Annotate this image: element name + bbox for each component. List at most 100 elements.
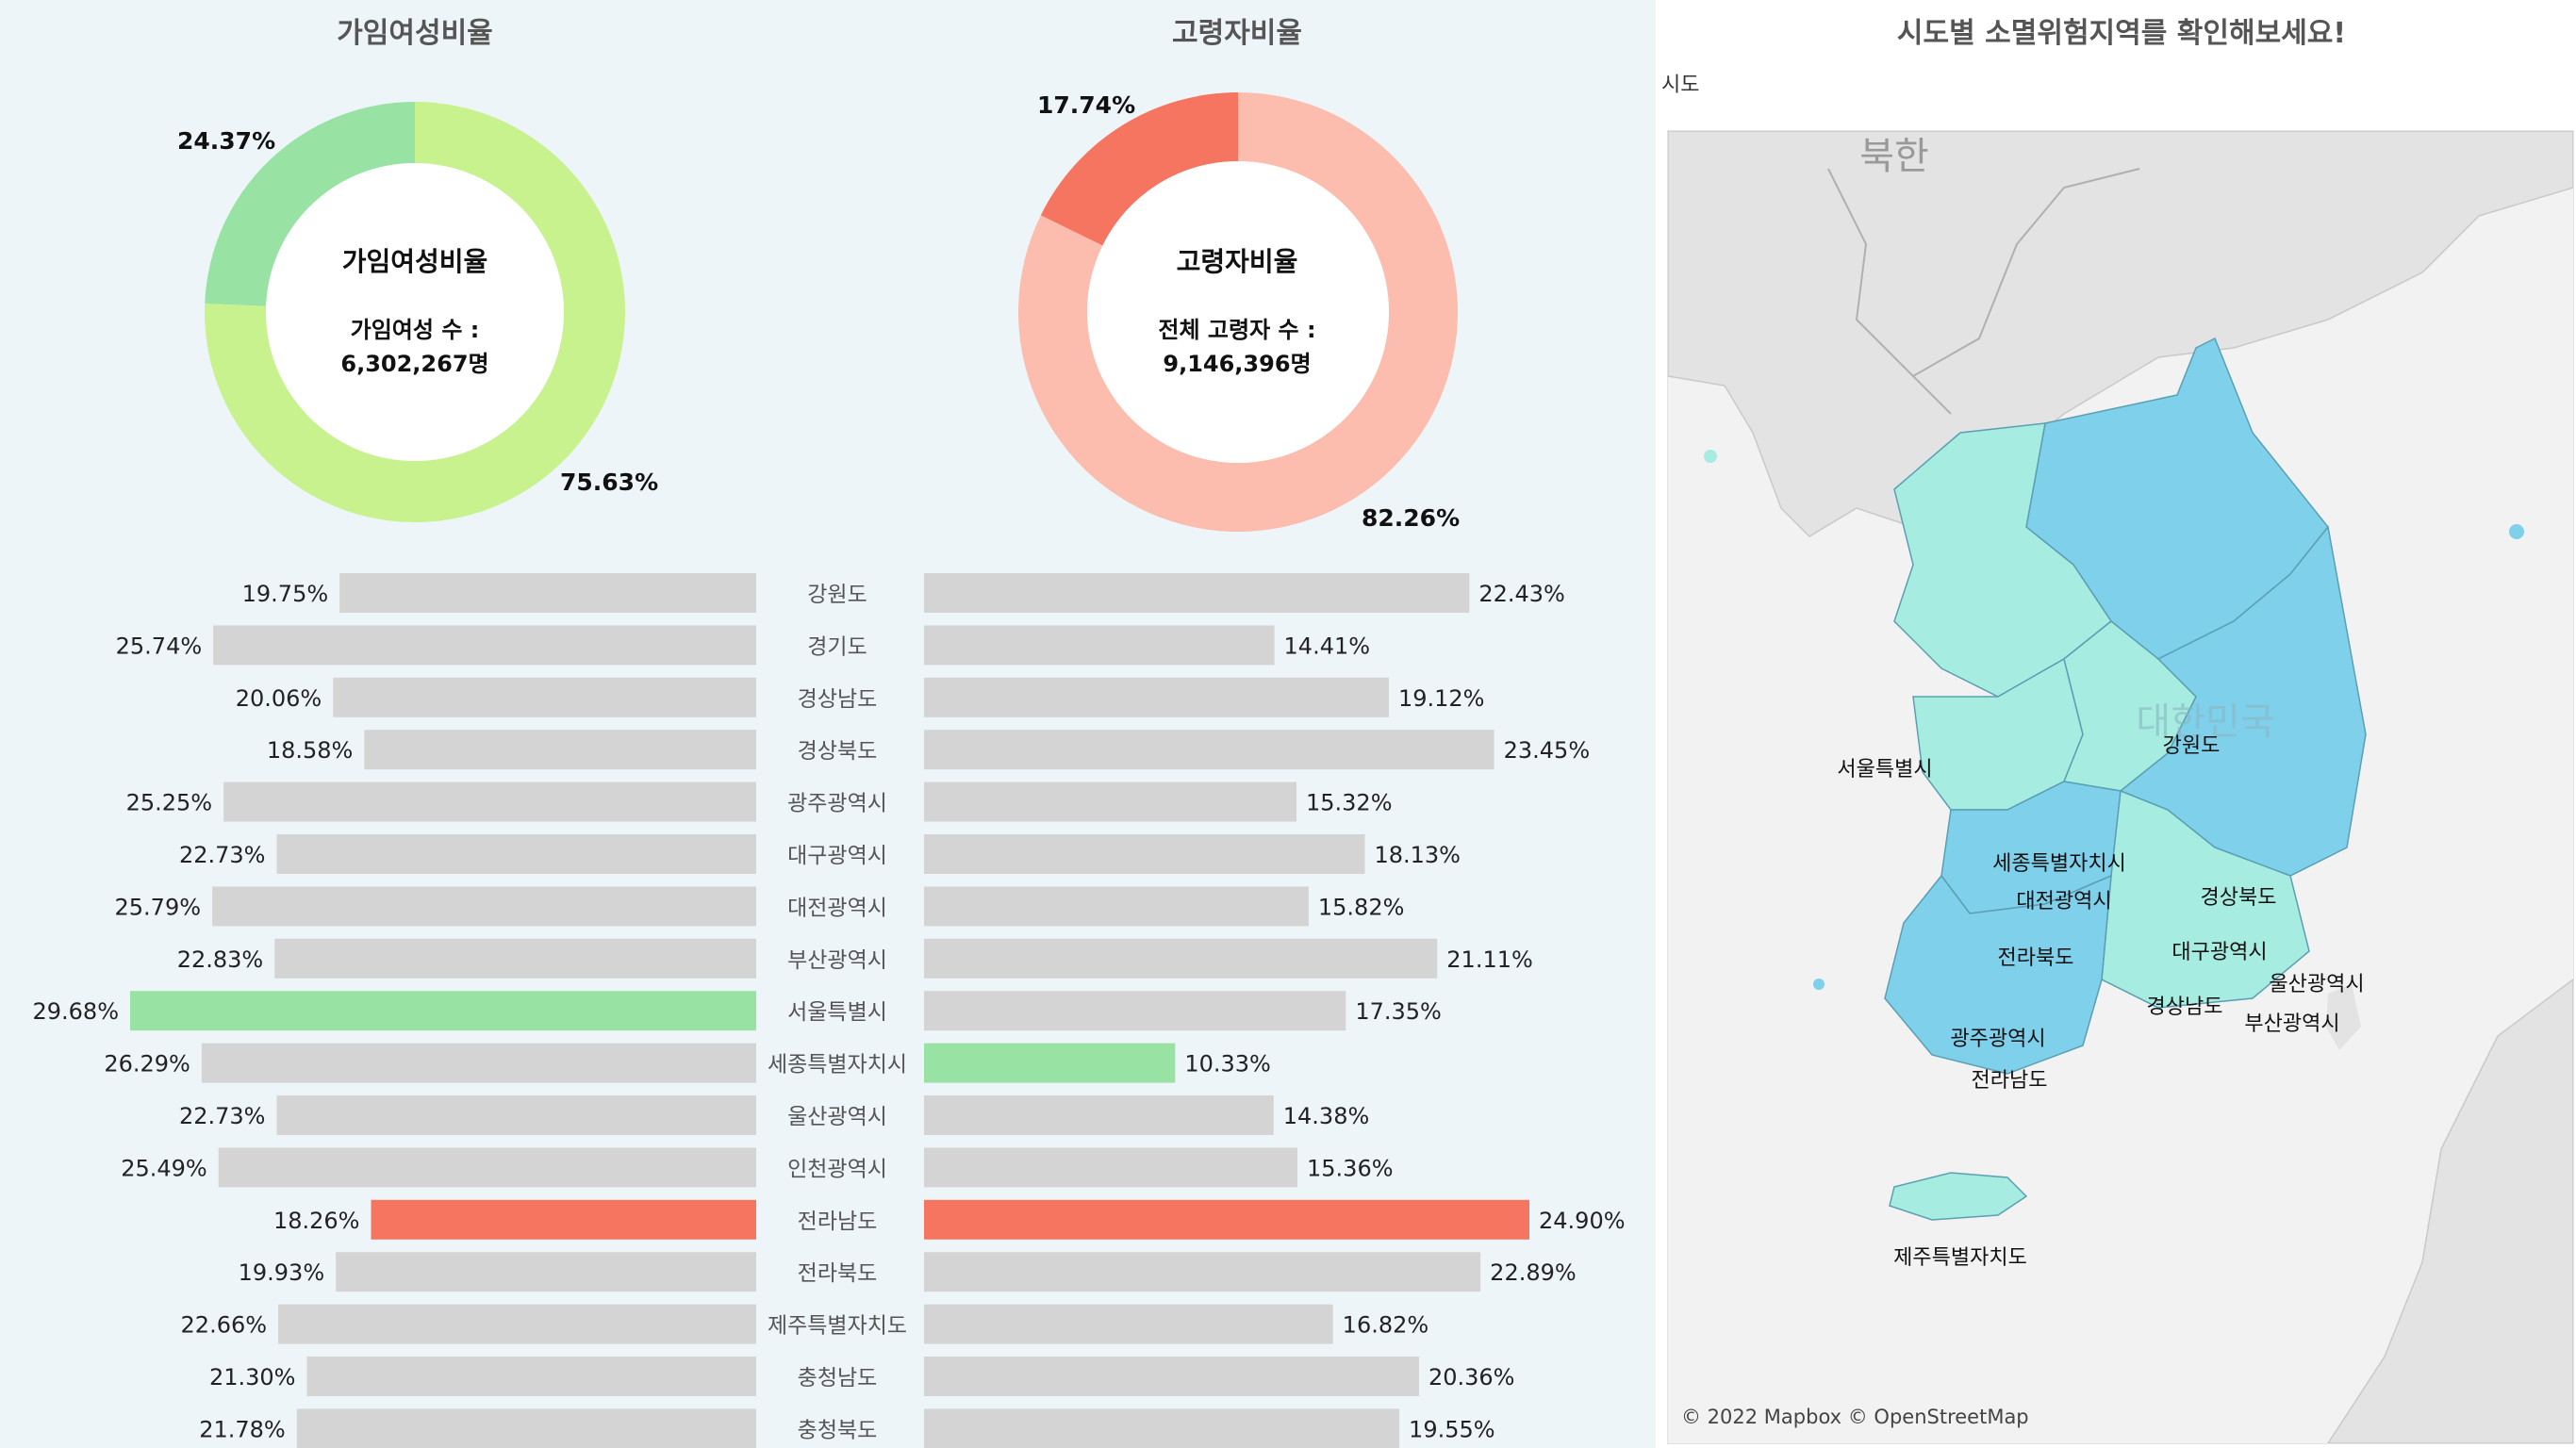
left-bar-value-label: 19.75% [242, 581, 329, 607]
region-jeonnam[interactable] [1884, 874, 2112, 1075]
right-bar[interactable] [924, 1095, 1274, 1135]
category-label: 광주광역시 [787, 792, 887, 816]
left-bar-value-label: 29.68% [32, 998, 119, 1025]
right-bar[interactable] [924, 1252, 1481, 1292]
right-bar[interactable] [924, 1357, 1419, 1396]
left-bar[interactable] [223, 782, 757, 822]
left-bar[interactable] [336, 1252, 756, 1292]
left-bar-value-label: 18.26% [273, 1208, 360, 1234]
right-bar[interactable] [924, 730, 1494, 770]
right-bar[interactable] [924, 677, 1389, 717]
north-korea-label: 북한 [1859, 135, 1929, 178]
right-bar-value-label: 15.32% [1306, 790, 1393, 816]
elderly-donut-center-line1: 전체 고령자 수 : [1158, 317, 1316, 343]
left-bar[interactable] [333, 677, 756, 717]
right-bar[interactable] [924, 1147, 1298, 1188]
map-region-label: 부산광역시 [2244, 1012, 2339, 1036]
right-bar-value-label: 19.55% [1409, 1416, 1495, 1442]
left-bar[interactable] [218, 1147, 757, 1188]
left-bar[interactable] [306, 1357, 756, 1396]
right-bar[interactable] [924, 1199, 1529, 1240]
region-map[interactable]: 북한 대한민국 서울특별시 강원도 세종특별자치시 대전광역시 경상북도 대구광역시 울산광… [1667, 130, 2574, 1444]
left-bar[interactable] [201, 1043, 757, 1083]
women-ratio-title: 가임여성비율 [337, 17, 493, 50]
map-region-label: 경상남도 [2147, 996, 2223, 1019]
right-bar-value-label: 14.41% [1284, 633, 1371, 659]
category-label: 강원도 [807, 583, 867, 607]
category-label: 경상북도 [798, 739, 878, 764]
category-label: 부산광역시 [787, 948, 887, 973]
elderly-ratio-title: 고령자비율 [1172, 17, 1302, 50]
region-filter-label[interactable]: 시도 [1661, 74, 1700, 97]
right-bar-value-label: 16.82% [1343, 1312, 1429, 1339]
right-bar[interactable] [924, 834, 1365, 874]
left-bar[interactable] [130, 991, 756, 1031]
left-bar[interactable] [276, 1095, 756, 1135]
category-label: 전라북도 [798, 1261, 878, 1286]
right-bar[interactable] [924, 573, 1470, 613]
left-bar-value-label: 19.93% [239, 1259, 325, 1286]
category-label: 제주특별자치도 [768, 1314, 907, 1339]
region-jeju[interactable] [1889, 1172, 2028, 1221]
elderly-donut-center-title: 고령자비율 [1176, 246, 1298, 277]
map-region-label: 제주특별자치도 [1893, 1246, 2027, 1270]
right-bar-value-label: 20.36% [1428, 1364, 1515, 1390]
map-region-label: 대구광역시 [2171, 941, 2267, 964]
donut-1-slice-1[interactable] [1018, 92, 1458, 532]
elderly-slice-small-label: 17.74% [1037, 91, 1136, 119]
left-bar[interactable] [276, 834, 756, 874]
right-bar[interactable] [924, 1408, 1400, 1448]
right-bar[interactable] [924, 938, 1438, 979]
category-label: 인천광역시 [787, 1157, 887, 1181]
map-region-label: 전라북도 [1998, 946, 2074, 970]
left-bar-value-label: 21.30% [209, 1364, 296, 1390]
right-bar-value-label: 15.82% [1318, 894, 1405, 920]
women-donut-center-title: 가임여성비율 [341, 246, 488, 277]
right-bar-value-label: 17.35% [1355, 998, 1442, 1025]
right-bar-value-label: 22.89% [1490, 1259, 1577, 1286]
donut-0-slice-0[interactable] [205, 102, 415, 306]
donut-1-hole [1087, 161, 1389, 463]
map-region-label: 강원도 [2163, 734, 2221, 758]
south-korea-label: 대한민국 [2136, 700, 2274, 744]
right-bar-value-label: 24.90% [1539, 1208, 1626, 1234]
donut-charts [204, 92, 1458, 532]
left-bar[interactable] [212, 886, 756, 927]
right-bar[interactable] [924, 1304, 1333, 1344]
left-bar[interactable] [339, 573, 756, 613]
women-slice-large-label: 75.63% [560, 469, 659, 496]
left-bar[interactable] [278, 1304, 756, 1344]
right-bar-value-label: 14.38% [1283, 1103, 1370, 1129]
left-bar[interactable] [274, 938, 756, 979]
right-bar[interactable] [924, 886, 1309, 927]
donut-0-hole [266, 163, 564, 461]
right-bar-value-label: 22.43% [1478, 581, 1565, 607]
right-bar[interactable] [924, 782, 1296, 822]
elderly-donut-center-count: 9,146,396명 [1163, 351, 1312, 377]
women-slice-small-label: 24.37% [177, 127, 276, 155]
donut-1-slice-0[interactable] [1040, 92, 1238, 246]
map-region-label: 경상북도 [2201, 886, 2277, 910]
japan-land [2327, 979, 2573, 1443]
left-bar[interactable] [371, 1199, 756, 1240]
region-bar-charts: 19.75% 강원도 22.43% 25.74% 경기도 14.41% 20.06% 경상남도… [32, 573, 1626, 1448]
right-bar[interactable] [924, 991, 1346, 1031]
category-label: 충청남도 [798, 1366, 878, 1390]
right-bar[interactable] [924, 625, 1275, 666]
southwest-island [1813, 979, 1825, 990]
category-label: 전라남도 [798, 1209, 878, 1234]
left-bar-value-label: 22.73% [179, 842, 266, 868]
left-bar[interactable] [213, 625, 756, 666]
map-region-label: 전라남도 [1972, 1069, 2048, 1093]
category-label: 서울특별시 [787, 1000, 887, 1025]
elderly-slice-large-label: 82.26% [1362, 504, 1461, 532]
right-bar-value-label: 15.36% [1307, 1155, 1394, 1181]
category-label: 세종특별자치시 [768, 1053, 907, 1078]
left-bar[interactable] [364, 730, 756, 770]
right-bar[interactable] [924, 1043, 1176, 1083]
map-region-label: 세종특별자치시 [1992, 852, 2126, 876]
left-bar-value-label: 25.79% [115, 894, 202, 920]
left-bar[interactable] [296, 1408, 756, 1448]
category-label: 경기도 [807, 634, 867, 659]
